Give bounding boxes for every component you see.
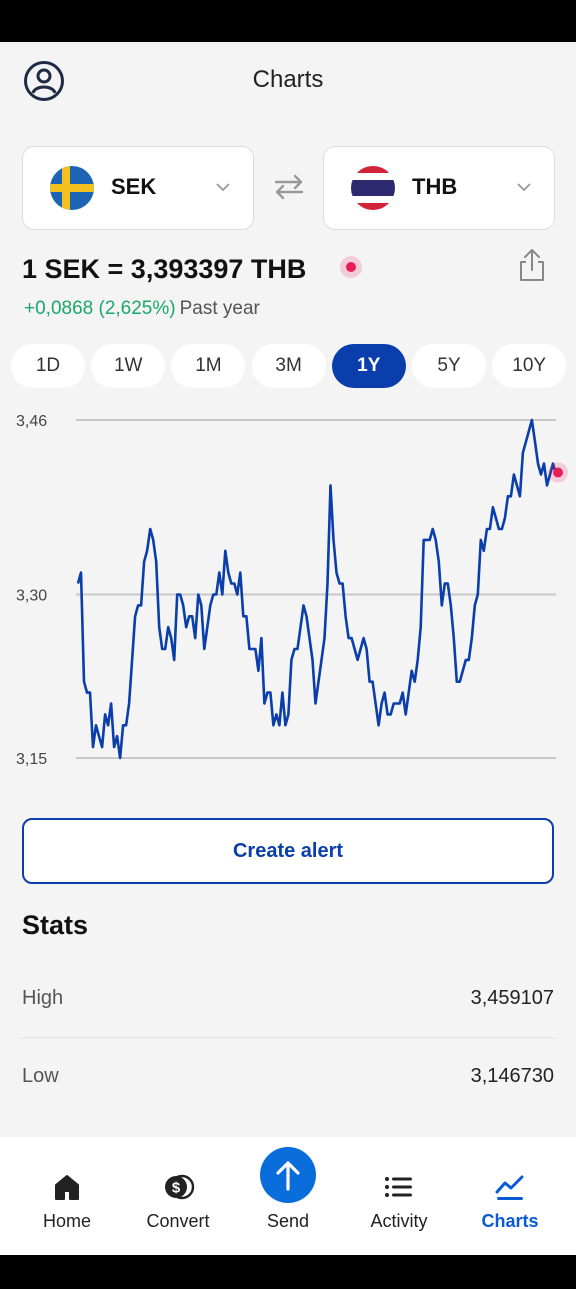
tab-charts[interactable]: Charts (455, 1137, 565, 1255)
to-currency-code: THB (412, 174, 458, 199)
stat-label: Low (22, 1064, 59, 1087)
stat-value: 3,146730 (470, 1064, 554, 1087)
tab-convert[interactable]: $ Convert (123, 1137, 233, 1255)
tab-activity[interactable]: Activity (344, 1137, 454, 1255)
change-value: +0,0868 (2,625%) (24, 298, 176, 319)
rate-chart: 3,46 3,30 3,15 (16, 413, 568, 768)
status-bar (0, 0, 576, 42)
tab-label: Charts (481, 1211, 539, 1231)
change-period: Past year (179, 298, 260, 319)
send-icon (276, 1161, 300, 1191)
range-5y[interactable]: 5Y (412, 344, 486, 388)
y-tick-label: 3,15 (16, 751, 47, 768)
stats-title: Stats (22, 910, 89, 940)
range-1m[interactable]: 1M (171, 344, 246, 388)
swap-icon[interactable] (271, 172, 307, 202)
tab-label: Send (266, 1211, 310, 1231)
rate-line (76, 418, 558, 760)
chevron-down-icon (216, 183, 230, 192)
y-tick-label: 3,30 (16, 587, 47, 604)
range-10y[interactable]: 10Y (492, 344, 567, 388)
time-range-selector: 1D 1W 1M 3M 1Y 5Y 10Y (11, 344, 571, 388)
share-icon[interactable] (516, 246, 548, 284)
svg-text:$: $ (172, 1180, 181, 1197)
system-nav-bar (0, 1255, 576, 1289)
to-currency-selector[interactable]: THB (323, 146, 555, 230)
stat-label: High (22, 986, 64, 1009)
range-3m[interactable]: 3M (251, 344, 326, 388)
header: Charts (0, 42, 576, 118)
range-1d[interactable]: 1D (11, 344, 85, 388)
exchange-rate: 1 SEK = 3,393397 THB (22, 254, 307, 284)
stat-row-low: Low 3,146730 (22, 1046, 554, 1106)
page-title: Charts (252, 66, 324, 93)
live-indicator (340, 256, 362, 278)
stat-value: 3,459107 (470, 986, 554, 1009)
tab-label: Home (42, 1211, 91, 1231)
charts-icon (495, 1175, 524, 1200)
send-button (260, 1147, 316, 1203)
create-alert-button[interactable]: Create alert (22, 818, 554, 884)
y-tick-label: 3,46 (16, 413, 47, 430)
from-currency-selector[interactable]: SEK (22, 146, 254, 230)
profile-icon[interactable] (22, 59, 66, 103)
bottom-tab-bar: Home $ Convert Send Activity Charts (0, 1137, 576, 1255)
range-1y[interactable]: 1Y (331, 344, 406, 388)
chevron-down-icon (517, 183, 531, 192)
activity-icon (385, 1177, 412, 1197)
divider (22, 1037, 554, 1038)
convert-icon: $ (165, 1174, 195, 1200)
tab-label: Convert (146, 1211, 210, 1231)
stat-row-high: High 3,459107 (22, 968, 554, 1028)
range-1w[interactable]: 1W (91, 344, 166, 388)
from-currency-code: SEK (111, 174, 157, 199)
tab-home[interactable]: Home (12, 1137, 122, 1255)
rate-change: +0,0868 (2,625%) Past year (24, 298, 260, 320)
tab-send[interactable]: Send (233, 1137, 343, 1255)
home-icon (55, 1175, 79, 1200)
tab-label: Activity (370, 1211, 428, 1231)
sweden-flag-icon (50, 166, 94, 210)
current-point (553, 467, 563, 478)
thailand-flag-icon (351, 166, 395, 210)
